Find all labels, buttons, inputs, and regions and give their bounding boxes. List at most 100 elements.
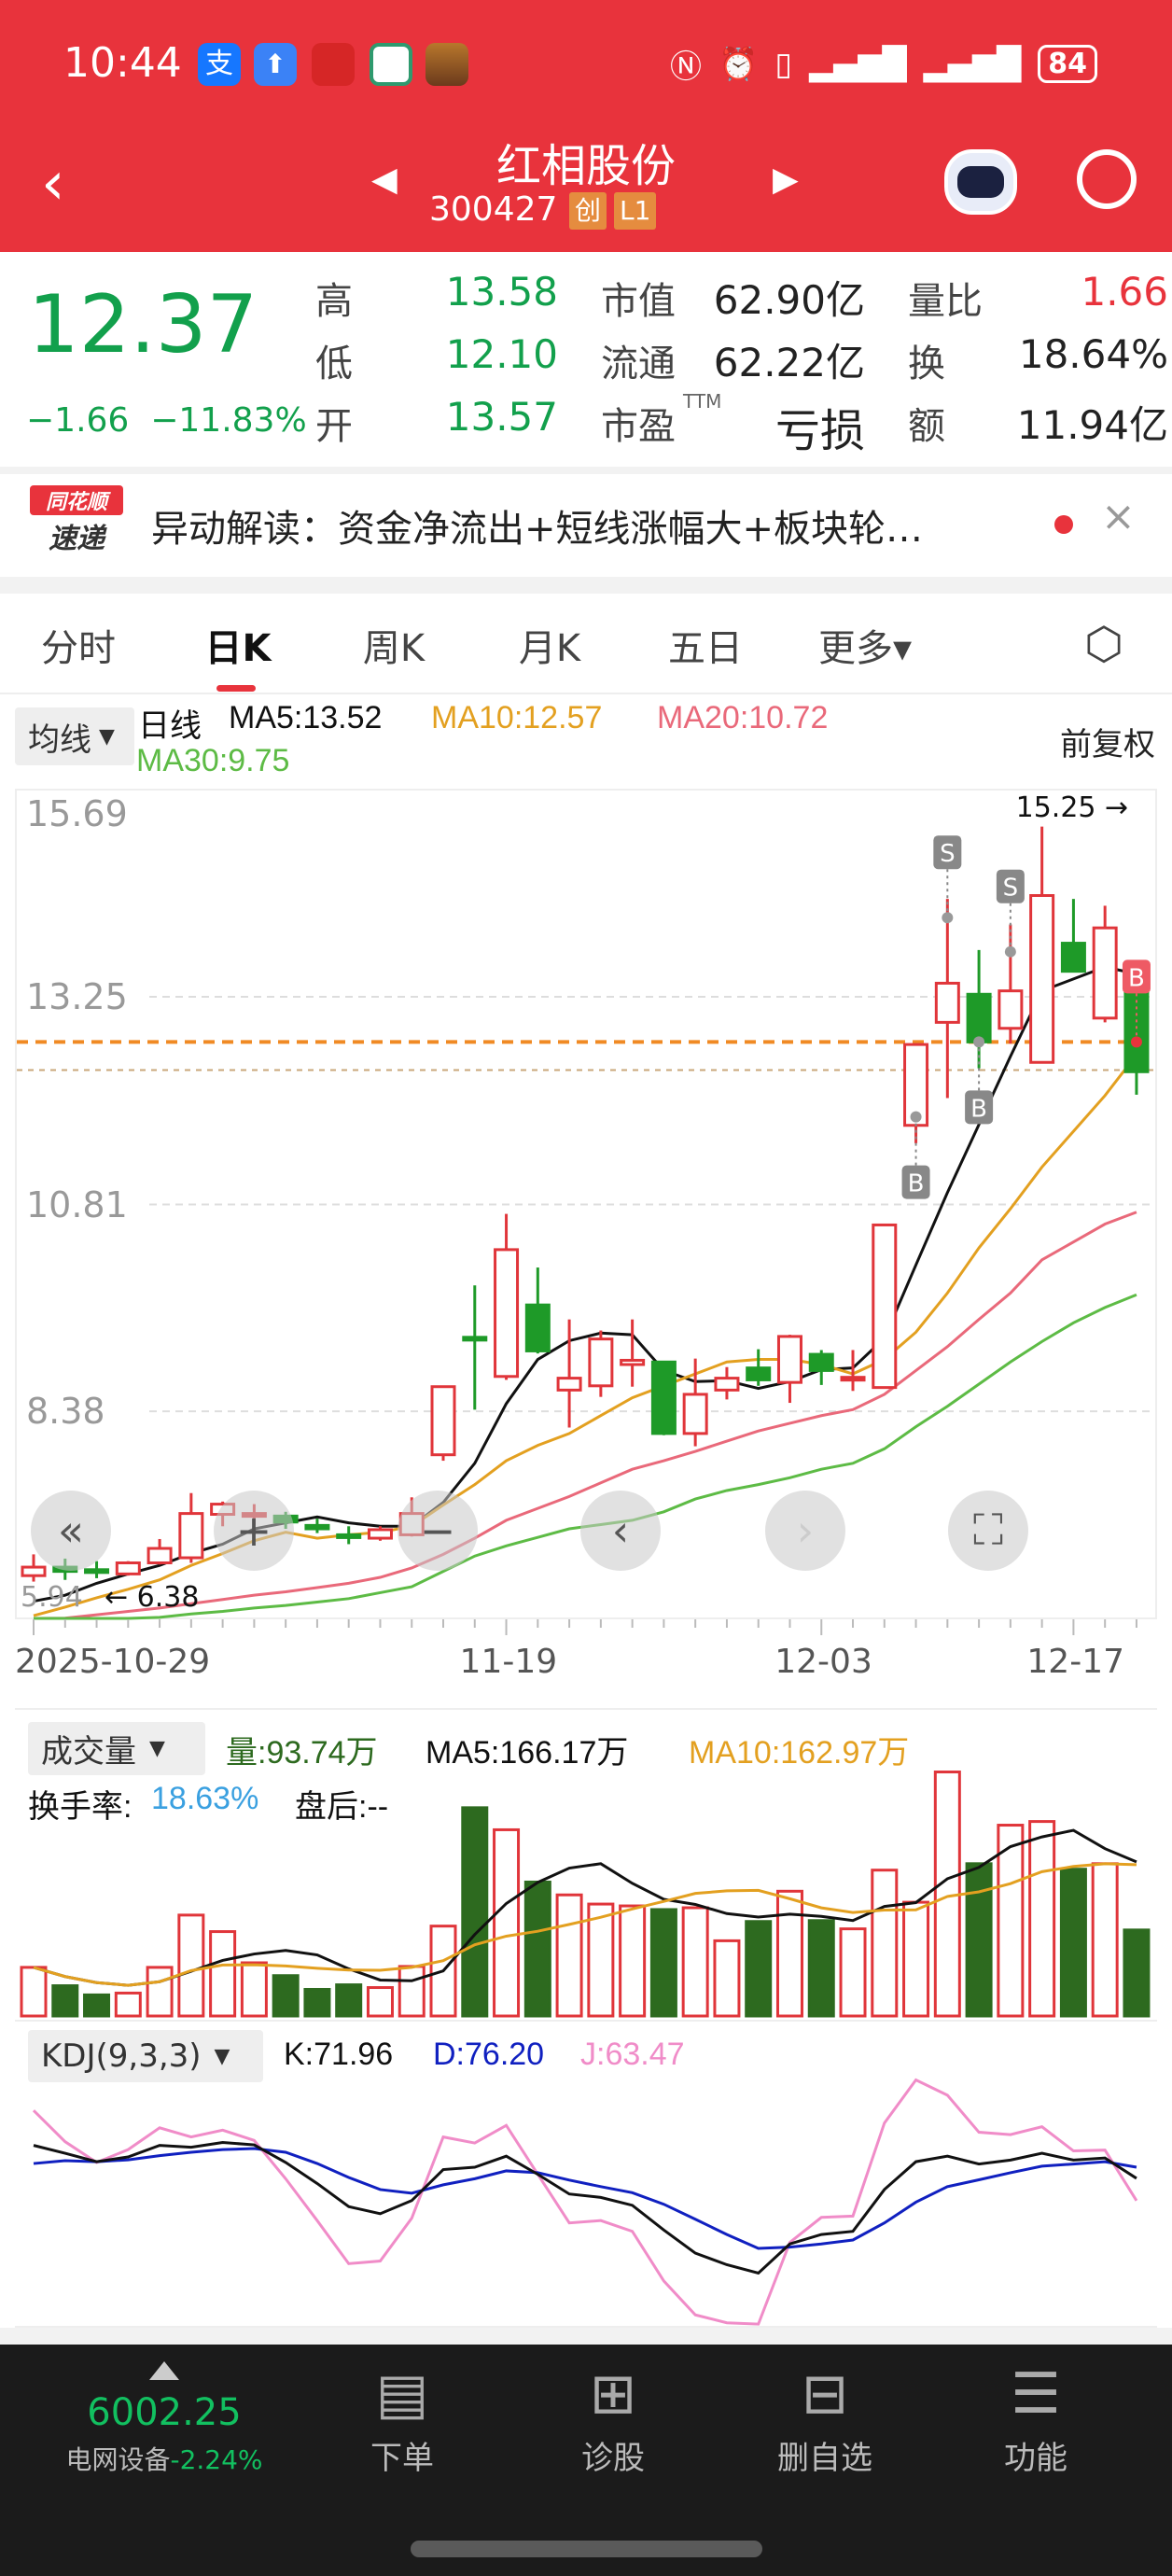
stat-label: 开: [315, 405, 353, 448]
stat-value: 18.64%: [1018, 331, 1168, 377]
diagnose-kit-icon[interactable]: ⊞: [589, 2361, 637, 2427]
stat-value: 62.90亿: [713, 277, 865, 323]
last-price: 12.37: [28, 278, 258, 371]
volume-bar: [272, 1974, 300, 2018]
change-value: −1.66: [26, 401, 130, 440]
kdj-j-line: [32, 2078, 1138, 2326]
low-price-annotation: ← 6.38: [105, 1581, 200, 1614]
volume-ma5: MA5:166.17万: [426, 1735, 629, 1771]
volume-bar: [902, 1900, 930, 2018]
tab-1[interactable]: 日K: [204, 627, 272, 670]
tab-indicator: [216, 685, 256, 692]
order-doc-icon[interactable]: ▤: [375, 2361, 429, 2427]
stat-label: 量比: [908, 280, 983, 323]
expand-up-icon[interactable]: [149, 2361, 179, 2380]
bottom-toolbar: [0, 2345, 1172, 2576]
zoom-reset-button[interactable]: «: [31, 1491, 111, 1571]
footer-3[interactable]: 功能: [1004, 2440, 1067, 2477]
volume-bar: [461, 1806, 489, 2018]
ma-period: 日线: [138, 708, 202, 744]
scroll-left-button[interactable]: ‹: [580, 1491, 661, 1571]
scroll-right-button[interactable]: ›: [765, 1491, 845, 1571]
footer-2[interactable]: 删自选: [777, 2440, 872, 2477]
footer-0[interactable]: 下单: [370, 2440, 434, 2477]
home-indicator[interactable]: [411, 2541, 762, 2557]
robot-assistant-icon[interactable]: [944, 149, 1017, 215]
volume-bar: [51, 1984, 79, 2018]
tab-3[interactable]: 月K: [518, 627, 581, 670]
stat-label: 额: [908, 405, 945, 448]
prev-stock-icon[interactable]: ◀: [371, 161, 398, 199]
volume-bar: [335, 1983, 363, 2018]
menu-icon[interactable]: ☰: [1011, 2361, 1061, 2427]
signal-icon: ▂▄▆█: [923, 45, 1022, 83]
stat-label: 换: [908, 343, 945, 385]
volume-bar: [1091, 1862, 1119, 2018]
status-icons: Ⓝ ⏰ ▯ ▂▄▆█ ▂▄▆█ 84: [670, 41, 1097, 87]
volume-bar: [681, 1906, 709, 2018]
next-stock-icon[interactable]: ▶: [773, 161, 799, 199]
adjust-mode[interactable]: 前复权: [1060, 727, 1155, 763]
kdj-d-value: D:76.20: [433, 2037, 545, 2072]
volume-bar: [1028, 1820, 1056, 2018]
alipay-icon: 支: [198, 43, 241, 86]
zoom-out-button[interactable]: −: [398, 1491, 478, 1571]
volume-bar: [398, 1965, 426, 2018]
zoom-in-button[interactable]: +: [214, 1491, 294, 1571]
divider: [15, 2326, 1157, 2328]
tab-2[interactable]: 周K: [362, 627, 426, 670]
stat-value: 13.58: [445, 269, 558, 315]
search-icon[interactable]: [1077, 149, 1137, 209]
price-tick-label: 8.38: [26, 1391, 105, 1433]
status-time: 10:44: [63, 39, 182, 87]
tab-5[interactable]: 更多▾: [817, 627, 913, 670]
footer-1[interactable]: 诊股: [581, 2440, 645, 2477]
after-hours-value: 盘后:--: [295, 1789, 389, 1825]
volume-bar: [555, 1893, 583, 2018]
unread-dot: [1054, 515, 1073, 534]
tab-4[interactable]: 五日: [668, 627, 743, 670]
game-icon: [426, 43, 468, 86]
board-badge: 创: [569, 192, 607, 230]
volume-bar: [807, 1919, 835, 2018]
kdj-k-value: K:71.96: [284, 2037, 394, 2072]
fullscreen-button[interactable]: ⛶: [948, 1491, 1028, 1571]
volume-value: 量:93.74万: [226, 1735, 378, 1771]
divider: [0, 467, 1172, 474]
settings-hexagon-icon[interactable]: ⬡: [1084, 618, 1123, 670]
ma-selector[interactable]: 均线 ▼: [15, 707, 134, 765]
remove-watchlist-icon[interactable]: ⊟: [801, 2361, 849, 2427]
stat-value: 12.10: [445, 331, 558, 377]
close-news-icon[interactable]: ×: [1101, 493, 1136, 540]
price-tick-label: 10.81: [26, 1183, 128, 1225]
divider: [0, 2328, 1172, 2345]
tab-0[interactable]: 分时: [41, 627, 116, 670]
sector-index-value[interactable]: 6002.25: [87, 2391, 242, 2434]
volume-bar: [303, 1987, 331, 2018]
divider: [0, 577, 1172, 594]
volume-bar: [146, 1966, 174, 2018]
volume-bar: [619, 1904, 647, 2018]
date-label: 12-17: [1026, 1643, 1125, 1681]
back-chevron-icon[interactable]: ‹: [41, 149, 65, 218]
volume-bar: [114, 1991, 142, 2018]
high-price-annotation: 15.25 →: [1015, 791, 1129, 824]
price-min-label: 5.94: [21, 1581, 83, 1614]
volume-bar: [1059, 1868, 1087, 2018]
volume-bar: [965, 1862, 993, 2018]
volume-bar: [523, 1880, 551, 2018]
stat-label: 市盈: [601, 405, 676, 448]
volume-bar: [493, 1827, 521, 2018]
stat-label: 市值: [601, 280, 676, 323]
kdj-indicator-selector[interactable]: KDJ(9,3,3) ▼: [28, 2030, 263, 2082]
volume-bar: [997, 1824, 1025, 2018]
volume-bar: [745, 1920, 773, 2018]
sector-index[interactable]: 电网设备-2.24%: [65, 2444, 263, 2475]
stat-label: 流通: [601, 343, 676, 385]
volume-indicator-selector[interactable]: 成交量 ▼: [28, 1722, 205, 1775]
kdj-k-line: [33, 2141, 1137, 2275]
news-headline[interactable]: 异动解读：资金净流出+短线涨幅大+板块轮…: [151, 508, 924, 551]
stock-app-icon: [312, 43, 355, 86]
volume-ma10: MA10:162.97万: [689, 1735, 910, 1771]
volume-bar: [240, 1961, 268, 2018]
